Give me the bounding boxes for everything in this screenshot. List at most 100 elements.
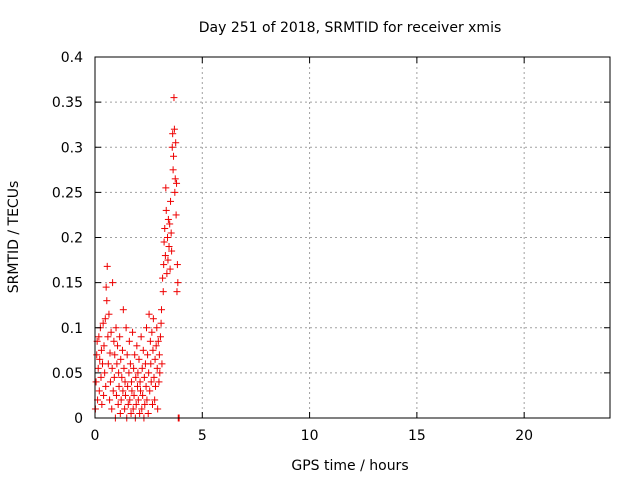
data-point <box>173 261 181 269</box>
data-point <box>111 351 119 359</box>
data-point <box>139 346 147 354</box>
data-point <box>162 206 170 214</box>
data-point <box>134 369 142 377</box>
data-point <box>127 409 135 417</box>
data-point <box>95 387 103 395</box>
grid <box>95 57 610 418</box>
data-point <box>167 229 175 237</box>
data-point <box>95 333 103 341</box>
x-tick-label: 5 <box>198 428 207 444</box>
data-point <box>121 391 129 399</box>
data-point <box>142 382 150 390</box>
data-point <box>102 283 110 291</box>
data-point <box>162 184 170 192</box>
data-point <box>119 306 127 314</box>
data-point <box>132 400 140 408</box>
data-point <box>136 409 144 417</box>
data-point <box>169 166 177 174</box>
data-point <box>171 175 179 183</box>
data-point <box>150 373 158 381</box>
data-point <box>130 391 138 399</box>
data-point <box>138 405 146 413</box>
data-point <box>170 125 178 133</box>
data-point <box>168 143 176 151</box>
data-point <box>129 328 137 336</box>
data-point <box>124 382 132 390</box>
data-point <box>172 139 180 147</box>
x-tick-label: 15 <box>408 428 426 444</box>
data-point <box>159 288 167 296</box>
data-point <box>105 310 113 318</box>
data-point <box>114 400 122 408</box>
data-point <box>115 369 123 377</box>
data-point <box>149 315 157 323</box>
data-point <box>145 310 153 318</box>
y-tick-label: 0 <box>74 411 83 427</box>
data-point <box>136 387 144 395</box>
data-point <box>106 378 114 386</box>
data-point <box>101 369 109 377</box>
data-point <box>102 382 110 390</box>
data-point <box>145 369 153 377</box>
data-point <box>120 364 128 372</box>
x-tick-label: 0 <box>91 428 100 444</box>
data-point <box>159 274 167 282</box>
data-point <box>103 262 111 270</box>
data-points <box>91 94 183 422</box>
data-point <box>173 179 181 187</box>
data-point <box>168 247 176 255</box>
data-point <box>164 256 172 264</box>
data-point <box>147 378 155 386</box>
data-point <box>171 188 179 196</box>
data-point <box>156 369 164 377</box>
data-point <box>173 288 181 296</box>
data-point <box>108 364 116 372</box>
data-point <box>146 337 154 345</box>
data-point <box>161 252 169 260</box>
data-point <box>161 224 169 232</box>
data-point <box>152 382 160 390</box>
data-point <box>121 405 129 413</box>
data-point <box>166 265 174 273</box>
data-point <box>132 373 140 381</box>
data-point <box>174 279 182 287</box>
data-point <box>160 238 168 246</box>
y-tick-label: 0.05 <box>52 366 83 382</box>
data-point <box>164 234 172 241</box>
data-point <box>158 360 166 368</box>
data-point <box>144 409 152 417</box>
data-point <box>93 351 101 359</box>
data-point <box>117 355 125 363</box>
data-point <box>164 215 172 223</box>
data-point <box>154 405 162 413</box>
data-point <box>149 400 157 408</box>
data-point <box>149 346 157 354</box>
data-point <box>133 382 141 390</box>
data-point <box>136 378 144 386</box>
data-point <box>131 351 139 359</box>
data-point <box>126 360 134 368</box>
y-tick-label: 0.2 <box>61 231 83 247</box>
data-point <box>155 351 163 359</box>
data-point <box>137 333 145 341</box>
data-point <box>122 324 130 332</box>
data-point <box>109 279 117 287</box>
data-point <box>116 333 124 341</box>
data-point <box>125 369 133 377</box>
data-point <box>115 382 123 390</box>
data-point <box>104 333 112 341</box>
data-point <box>124 400 132 408</box>
data-point <box>119 387 127 395</box>
data-point <box>130 364 138 372</box>
data-point <box>104 360 112 368</box>
data-point <box>160 261 168 269</box>
data-point <box>110 373 118 381</box>
data-point <box>116 409 124 417</box>
y-tick-label: 0.15 <box>52 276 83 292</box>
data-point <box>138 364 146 372</box>
data-point <box>143 396 151 404</box>
data-point <box>125 337 133 345</box>
data-point <box>103 297 111 305</box>
data-point <box>127 378 135 386</box>
data-point <box>126 396 134 404</box>
